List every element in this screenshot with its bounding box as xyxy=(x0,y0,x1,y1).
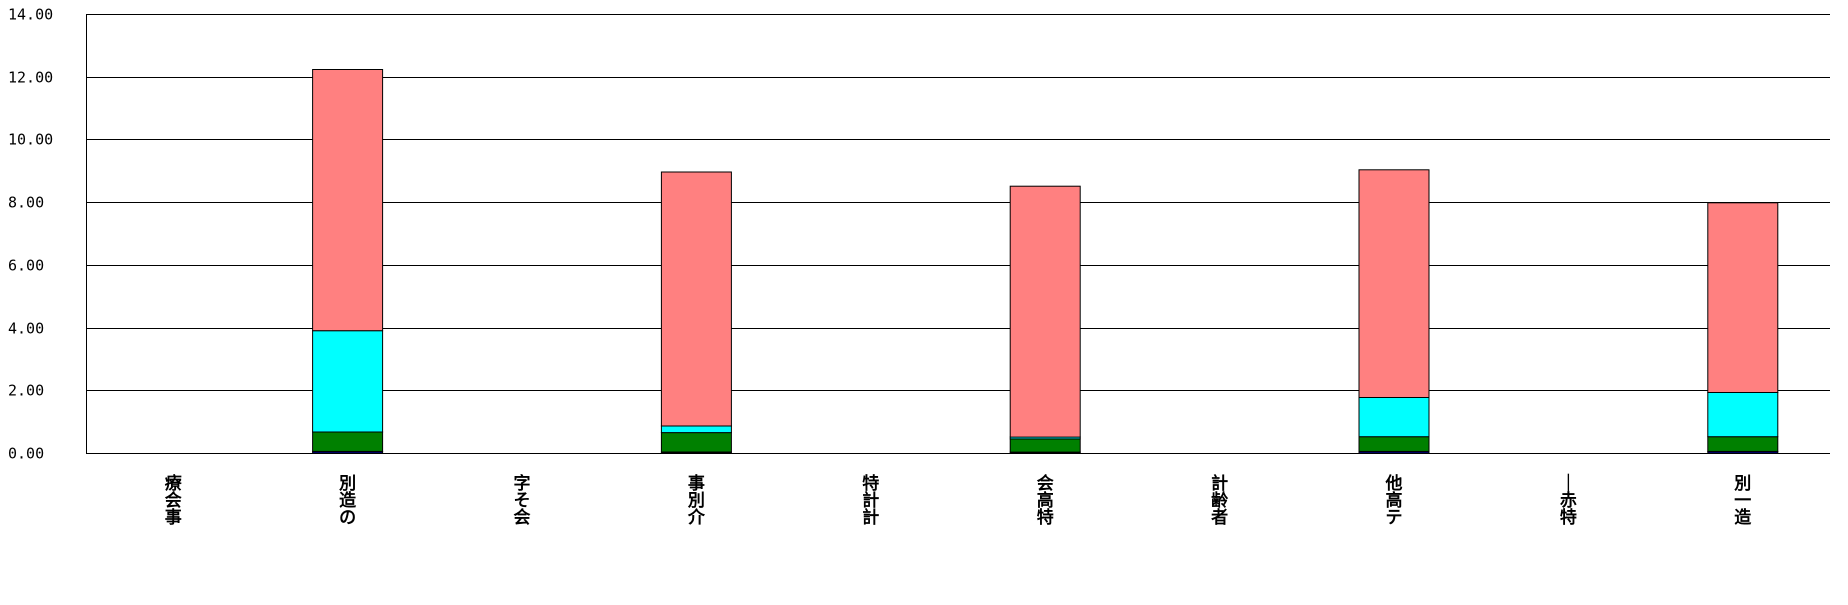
bar-segment xyxy=(1009,185,1081,438)
x-tick-label: 他高テ xyxy=(1385,473,1403,528)
x-axis-category-labels: 療会事 別造の 字そ会 事別介 特計計 会高特 計齢者 他高テ ｜赤特 別一造 xyxy=(165,473,1753,528)
x-tick-label: 療会事 xyxy=(165,473,183,528)
x-tick-label: 別造の xyxy=(338,474,357,528)
bar-segment xyxy=(1358,169,1430,398)
y-tick-label: 14.00 xyxy=(8,6,53,24)
y-tick-label: 8.00 xyxy=(8,194,44,212)
bar-segment xyxy=(660,171,732,427)
x-tick-label: 計齢者 xyxy=(1210,473,1229,528)
bar-segment xyxy=(660,432,732,453)
y-tick-label: 6.00 xyxy=(8,257,44,275)
bar-segment xyxy=(312,330,384,433)
bar-segment xyxy=(1009,438,1081,453)
y-tick-label: 0.00 xyxy=(8,445,44,463)
bars xyxy=(312,69,1779,454)
x-tick-label: 特計計 xyxy=(862,473,879,528)
y-tick-label: 4.00 xyxy=(8,320,44,338)
y-tick-label: 10.00 xyxy=(8,131,53,149)
x-tick-label: 会高特 xyxy=(1037,473,1054,528)
y-tick-label: 12.00 xyxy=(8,69,53,87)
x-tick-label: ｜赤特 xyxy=(1560,473,1577,528)
x-tick-label: 別一造 xyxy=(1733,474,1752,528)
bar-segment xyxy=(1707,202,1779,393)
bar-segment xyxy=(1358,436,1430,452)
x-tick-label: 事別介 xyxy=(687,474,706,528)
bar-segment xyxy=(312,431,384,452)
x-tick-label: 字そ会 xyxy=(514,473,531,528)
bar-segment xyxy=(1358,397,1430,438)
bar-segment xyxy=(1707,392,1779,438)
bar-segment xyxy=(312,69,384,332)
bar-segment xyxy=(660,425,732,434)
y-axis-tick-labels: 0.00 2.00 4.00 6.00 8.00 10.00 12.00 14.00 xyxy=(8,6,53,463)
y-tick-label: 2.00 xyxy=(8,382,44,400)
bar-segment xyxy=(1707,436,1779,452)
